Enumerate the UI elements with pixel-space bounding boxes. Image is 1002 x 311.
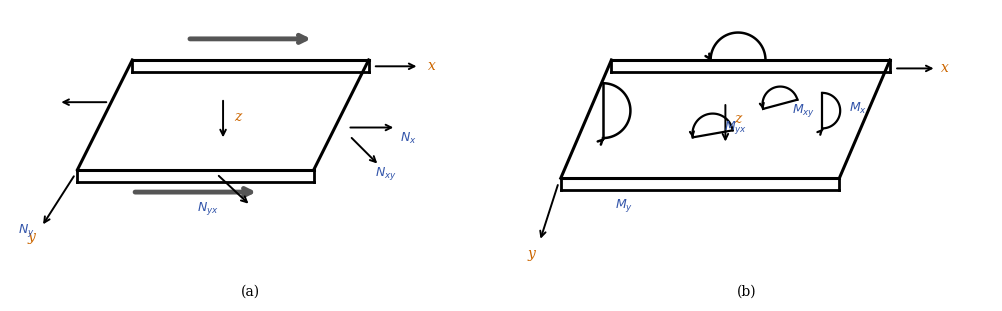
Text: $N_{yx}$: $N_{yx}$	[197, 201, 219, 217]
Text: z: z	[734, 112, 741, 126]
Text: $M_y$: $M_y$	[615, 197, 633, 214]
Polygon shape	[77, 60, 369, 170]
Text: y: y	[27, 230, 35, 244]
Text: $M_{yx}$: $M_{yx}$	[724, 119, 747, 136]
Text: y: y	[527, 247, 535, 261]
Text: (b): (b)	[736, 285, 757, 299]
Text: $N_x$: $N_x$	[401, 131, 417, 146]
Polygon shape	[561, 60, 890, 178]
Text: z: z	[234, 110, 241, 124]
Text: $M_{xy}$: $M_{xy}$	[792, 102, 815, 119]
Text: $N_{xy}$: $N_{xy}$	[375, 165, 397, 183]
Text: x: x	[941, 61, 949, 76]
Text: (a): (a)	[240, 285, 261, 299]
Text: $N_y$: $N_y$	[18, 222, 35, 239]
Text: x: x	[428, 59, 436, 73]
Text: $M_x$: $M_x$	[850, 101, 868, 116]
